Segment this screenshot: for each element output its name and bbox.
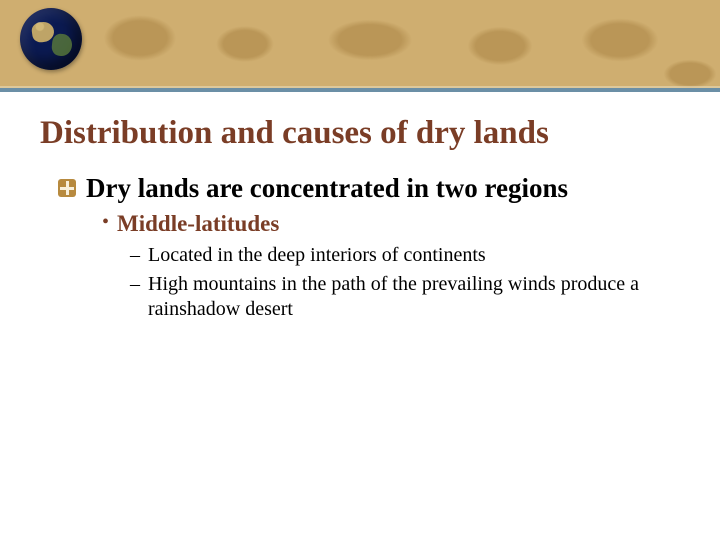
bullet-level-2: • Middle-latitudes	[102, 210, 680, 239]
bullet-level-2-text: Middle-latitudes	[117, 210, 279, 239]
globe-icon	[20, 8, 82, 70]
slide-title: Distribution and causes of dry lands	[40, 115, 690, 153]
dash-bullet-icon: –	[130, 243, 140, 268]
bullet-level-1-text: Dry lands are concentrated in two region…	[86, 172, 568, 204]
dot-bullet-icon: •	[102, 210, 109, 235]
banner-underline	[0, 88, 720, 92]
slide-body: Dry lands are concentrated in two region…	[58, 172, 680, 322]
bullet-level-3-text: Located in the deep interiors of contine…	[148, 243, 486, 268]
bullet-level-1: Dry lands are concentrated in two region…	[58, 172, 680, 204]
bullet-level-3-text: High mountains in the path of the prevai…	[148, 272, 668, 322]
dash-bullet-icon: –	[130, 272, 140, 297]
banner	[0, 0, 720, 92]
slide: Distribution and causes of dry lands Dry…	[0, 0, 720, 540]
bullet-level-3: – High mountains in the path of the prev…	[130, 272, 680, 322]
plus-bullet-icon	[58, 179, 76, 197]
bullet-level-3: – Located in the deep interiors of conti…	[130, 243, 680, 268]
banner-map-texture	[0, 0, 720, 92]
